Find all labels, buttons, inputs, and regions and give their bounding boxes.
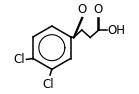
Text: Cl: Cl xyxy=(14,53,25,66)
Text: OH: OH xyxy=(107,24,125,36)
Text: Cl: Cl xyxy=(43,78,54,91)
Text: O: O xyxy=(78,3,87,16)
Text: O: O xyxy=(94,3,103,16)
